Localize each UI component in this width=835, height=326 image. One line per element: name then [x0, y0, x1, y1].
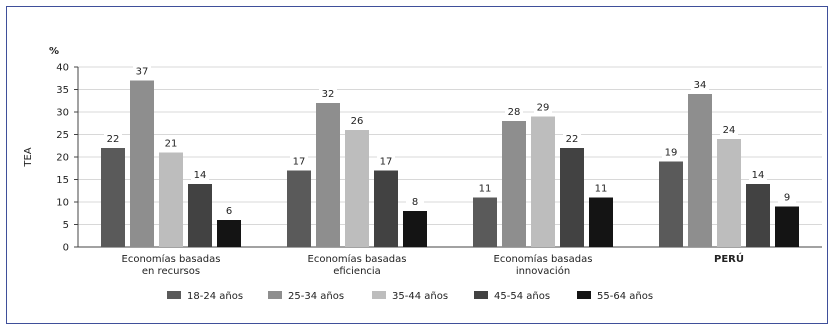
- data-label-background: [191, 169, 209, 181]
- y-tick-label: 35: [56, 85, 69, 96]
- legend-swatch: [577, 291, 591, 299]
- data-label-background: [476, 182, 494, 195]
- bar: [473, 197, 497, 247]
- data-label-background: [104, 133, 122, 145]
- data-label-background: [505, 106, 523, 118]
- bars: [101, 80, 799, 247]
- category-label: Economías basadas: [494, 253, 593, 265]
- y-tick-label: 40: [56, 63, 69, 74]
- data-label-background: [662, 146, 680, 159]
- category-label: Economías basadas: [122, 253, 221, 265]
- data-label-background: [377, 155, 395, 168]
- bar: [531, 116, 555, 247]
- bar: [159, 152, 183, 247]
- y-tick-label: 15: [56, 175, 69, 186]
- data-label-background: [563, 133, 581, 145]
- data-label: 11: [595, 184, 608, 195]
- bar: [775, 206, 799, 247]
- bar: [374, 170, 398, 247]
- data-label: 29: [537, 103, 550, 114]
- data-label-background: [592, 182, 610, 195]
- data-label-background: [220, 205, 238, 217]
- data-label-background: [162, 137, 180, 150]
- data-label: 28: [508, 107, 521, 118]
- data-label: 32: [322, 89, 335, 100]
- bar: [316, 103, 340, 247]
- data-label: 37: [136, 67, 149, 78]
- bar: [345, 130, 369, 247]
- bar: [589, 197, 613, 247]
- legend-label: 18-24 años: [187, 291, 243, 302]
- data-label: 6: [226, 206, 232, 217]
- data-label-background: [749, 169, 767, 181]
- bar: [502, 121, 526, 247]
- bar: [217, 220, 241, 247]
- y-tick-label: 5: [63, 220, 69, 231]
- data-label: 19: [665, 148, 678, 159]
- bar: [403, 211, 427, 247]
- data-label-background: [691, 79, 709, 91]
- category-label: innovación: [516, 265, 570, 277]
- data-label: 17: [293, 157, 306, 168]
- legend: 18-24 años 25-34 años 35-44 años 45-54 años…: [167, 291, 653, 302]
- y-axis-label: TEA: [23, 147, 34, 167]
- bar: [287, 170, 311, 247]
- bar: [746, 184, 770, 247]
- data-label: 26: [351, 116, 364, 127]
- legend-swatch: [372, 291, 386, 299]
- y-tick-label: 20: [56, 153, 69, 164]
- data-label-background: [319, 88, 337, 100]
- legend-label: 25-34 años: [288, 291, 344, 302]
- y-tick-label: 10: [56, 198, 69, 209]
- data-label: 14: [194, 170, 207, 181]
- bar: [717, 139, 741, 247]
- bar: [101, 148, 125, 247]
- category-label: en recursos: [142, 266, 200, 277]
- y-unit-label: %: [49, 46, 59, 57]
- bar: [560, 148, 584, 247]
- data-label-background: [778, 191, 796, 204]
- data-label: 11: [479, 184, 492, 195]
- category-label: eficiencia: [333, 266, 381, 277]
- bar: [130, 80, 154, 247]
- data-label-background: [290, 155, 308, 168]
- bar: [659, 161, 683, 247]
- category-label: PERÚ: [714, 252, 744, 265]
- data-labels: 22 37 21 14 6 17 32 26 17 8 11 28 29 22 11 19 34 24 14 9: [104, 65, 796, 217]
- legend-swatch: [167, 291, 181, 299]
- data-label: 22: [107, 134, 120, 145]
- data-label: 34: [694, 80, 707, 91]
- legend-label: 35-44 años: [392, 291, 448, 302]
- category-label: Economías basadas: [308, 253, 407, 265]
- data-label: 8: [412, 197, 418, 208]
- data-label-background: [534, 101, 552, 114]
- data-label-background: [348, 115, 366, 127]
- data-label: 24: [723, 125, 736, 136]
- data-label-background: [406, 196, 424, 208]
- legend-label: 45-54 años: [494, 291, 550, 302]
- data-label: 14: [752, 170, 765, 181]
- data-label-background: [720, 124, 738, 136]
- data-label-background: [133, 65, 151, 78]
- legend-label: 55-64 años: [597, 291, 653, 302]
- data-label: 21: [165, 139, 178, 150]
- data-label: 22: [566, 134, 579, 145]
- bar: [188, 184, 212, 247]
- legend-swatch: [268, 291, 282, 299]
- y-tick-label: 0: [63, 243, 69, 254]
- bar: [688, 94, 712, 247]
- data-label: 17: [380, 157, 393, 168]
- legend-swatch: [474, 291, 488, 299]
- y-tick-label: 25: [56, 130, 69, 141]
- data-label: 9: [784, 193, 790, 204]
- y-tick-label: 30: [56, 108, 69, 119]
